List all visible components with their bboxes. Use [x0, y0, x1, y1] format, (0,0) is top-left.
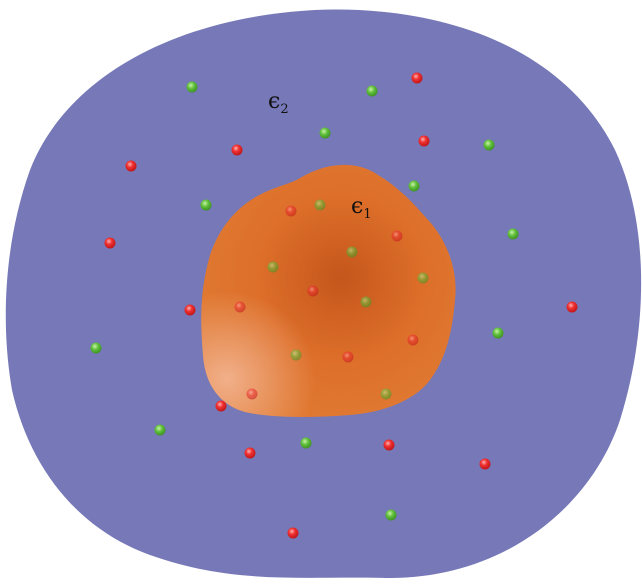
green-ion [186, 81, 198, 93]
epsilon-symbol: ϵ [351, 194, 364, 219]
green-ion [200, 199, 212, 211]
red-ion [215, 400, 227, 412]
red-ion [125, 160, 137, 172]
green-ion [417, 272, 429, 284]
green-ion [507, 228, 519, 240]
green-ion [492, 327, 504, 339]
red-ion [234, 301, 246, 313]
green-ion [346, 246, 358, 258]
red-ion [244, 447, 256, 459]
green-ion [300, 437, 312, 449]
ions-inner [234, 199, 429, 400]
green-ion [360, 296, 372, 308]
red-ion [246, 388, 258, 400]
green-ion [380, 388, 392, 400]
green-ion [90, 342, 102, 354]
red-ion [285, 205, 297, 217]
green-ion [290, 349, 302, 361]
green-ion [319, 127, 331, 139]
red-ion [184, 304, 196, 316]
red-ion [391, 230, 403, 242]
epsilon-subscript: 1 [363, 207, 372, 222]
ions-outer [90, 72, 578, 539]
red-ion [383, 439, 395, 451]
red-ion [104, 237, 116, 249]
epsilon-1-label: ϵ1 [351, 194, 372, 222]
red-ion [307, 285, 319, 297]
red-ion [479, 458, 491, 470]
red-ion [342, 351, 354, 363]
red-ion [566, 301, 578, 313]
red-ion [411, 72, 423, 84]
red-ion [407, 334, 419, 346]
red-ion [418, 135, 430, 147]
red-ion [287, 527, 299, 539]
inner-region-highlight [201, 164, 456, 417]
epsilon-2-label: ϵ2 [268, 89, 289, 117]
green-ion [366, 85, 378, 97]
green-ion [267, 261, 279, 273]
green-ion [385, 509, 397, 521]
epsilon-subscript: 2 [280, 102, 289, 117]
red-ion [231, 144, 243, 156]
green-ion [483, 139, 495, 151]
green-ion [314, 199, 326, 211]
green-ion [408, 180, 420, 192]
green-ion [154, 424, 166, 436]
epsilon-symbol: ϵ [268, 89, 281, 114]
